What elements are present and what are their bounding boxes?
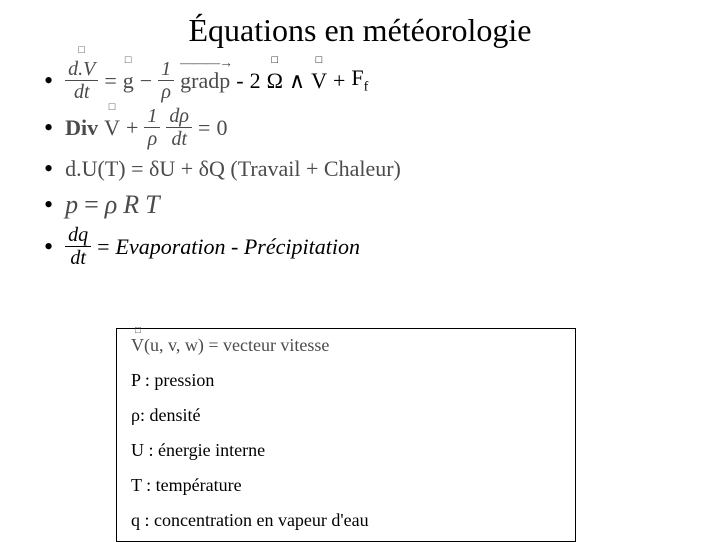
legend-p: P : pression [131,370,561,391]
equation-2: Div □V + 1 ρ dρ dt = 0 [65,106,227,149]
equation-4: p = ρRT [65,190,160,220]
equation-item-1: • □d.V dt = □g − 1 ρ ———→gradp - 2 □Ω ∧ … [44,59,720,102]
legend-rho: ρ: densité [131,405,561,426]
equation-list: • □d.V dt = □g − 1 ρ ———→gradp - 2 □Ω ∧ … [0,55,720,268]
page-title: Équations en météorologie [0,0,720,55]
legend-t: T : température [131,475,561,496]
bullet-icon: • [44,115,53,141]
bullet-icon: • [44,156,53,182]
equation-3: d.U(T) = δU + δQ (Travail + Chaleur) [65,156,401,182]
equation-item-2: • Div □V + 1 ρ dρ dt = 0 [44,106,720,149]
legend-vector: □ V(u, v, w) = vecteur vitesse [131,335,561,356]
bullet-icon: • [44,192,53,218]
equation-item-5: • dq dt = Evaporation - Précipitation [44,225,720,268]
legend-box: □ V(u, v, w) = vecteur vitesse P : press… [116,328,576,542]
legend-u: U : énergie interne [131,440,561,461]
bullet-icon: • [44,68,53,94]
equation-item-4: • p = ρRT [44,189,720,221]
equation-5: dq dt = Evaporation - Précipitation [65,225,360,268]
bullet-icon: • [44,234,53,260]
equation-item-3: • d.U(T) = δU + δQ (Travail + Chaleur) [44,153,720,185]
legend-q: q : concentration en vapeur d'eau [131,510,561,531]
equation-1: □d.V dt = □g − 1 ρ ———→gradp - 2 □Ω ∧ □V… [65,59,368,102]
